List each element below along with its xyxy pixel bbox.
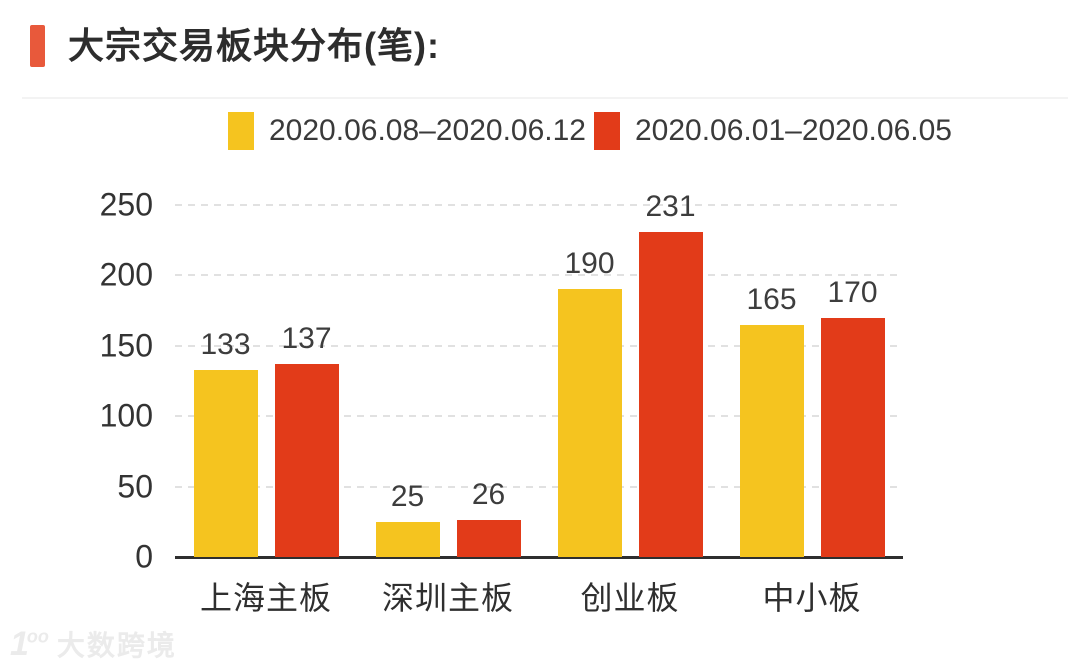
- gridline: [175, 485, 903, 488]
- y-tick-label: 250: [99, 186, 153, 223]
- legend-swatch-yellow: [228, 112, 254, 150]
- legend-label: 2020.06.01–2020.06.05: [634, 114, 952, 147]
- gridline: [175, 415, 903, 418]
- y-tick-label: 200: [99, 256, 153, 293]
- page-title: 大宗交易板块分布(笔):: [68, 25, 440, 66]
- bar-group: 165 170 中小板: [739, 205, 885, 616]
- bar-value-label: 170: [827, 275, 878, 309]
- bar-value-label: 231: [645, 189, 696, 223]
- bar: [375, 521, 440, 557]
- legend-item-week2: 2020.06.08–2020.06.12: [228, 112, 586, 150]
- bar-value-label: 165: [746, 282, 797, 316]
- y-axis-labels: 0 50 100 150 200 250: [0, 187, 153, 575]
- x-axis-category-label: 创业板: [580, 580, 680, 616]
- bar: [557, 289, 622, 557]
- header-divider: [22, 97, 1068, 99]
- gridline: [175, 344, 903, 347]
- bar-value-label: 137: [281, 322, 332, 356]
- plot-area: 133 137 上海主板 25 26 深圳主板 190 231 创业板 165 170 中小板: [175, 190, 903, 616]
- bar-value-label: 133: [200, 327, 251, 361]
- x-axis-line: [175, 556, 903, 559]
- gridline: [175, 274, 903, 277]
- watermark: 1oo 大数跨境: [10, 624, 177, 664]
- x-axis-category-label: 中小板: [762, 580, 862, 616]
- bar-group: 133 137 上海主板: [193, 205, 339, 616]
- legend-label: 2020.06.08–2020.06.12: [269, 114, 586, 147]
- x-axis-category-label: 上海主板: [199, 580, 332, 616]
- y-tick-label: 150: [99, 327, 153, 364]
- legend-item-week1: 2020.06.01–2020.06.05: [593, 112, 952, 150]
- watermark-logo-icon: 1oo: [10, 624, 49, 663]
- bar-group: 25 26 深圳主板: [375, 205, 521, 616]
- bar: [274, 364, 339, 557]
- bar: [456, 520, 521, 557]
- bar: [638, 231, 703, 557]
- bar: [739, 324, 804, 557]
- watermark-text: 大数跨境: [56, 630, 177, 661]
- bar-value-label: 25: [390, 479, 425, 513]
- y-tick-label: 50: [117, 468, 153, 505]
- x-axis-category-label: 深圳主板: [381, 580, 514, 616]
- y-tick-label: 0: [135, 538, 153, 575]
- legend-swatch-red: [593, 112, 620, 150]
- bar-value-label: 190: [564, 247, 615, 281]
- bar: [193, 369, 258, 557]
- chart-legend: 2020.06.08–2020.06.12 2020.06.01–2020.06…: [228, 112, 952, 150]
- chart-header: 大宗交易板块分布(笔):: [30, 23, 440, 69]
- bar: [820, 317, 885, 557]
- title-accent-bar: [30, 25, 45, 67]
- y-tick-label: 100: [99, 397, 153, 434]
- bar-value-label: 26: [471, 478, 506, 512]
- bar-group: 190 231 创业板: [557, 190, 703, 616]
- gridline: [175, 204, 903, 206]
